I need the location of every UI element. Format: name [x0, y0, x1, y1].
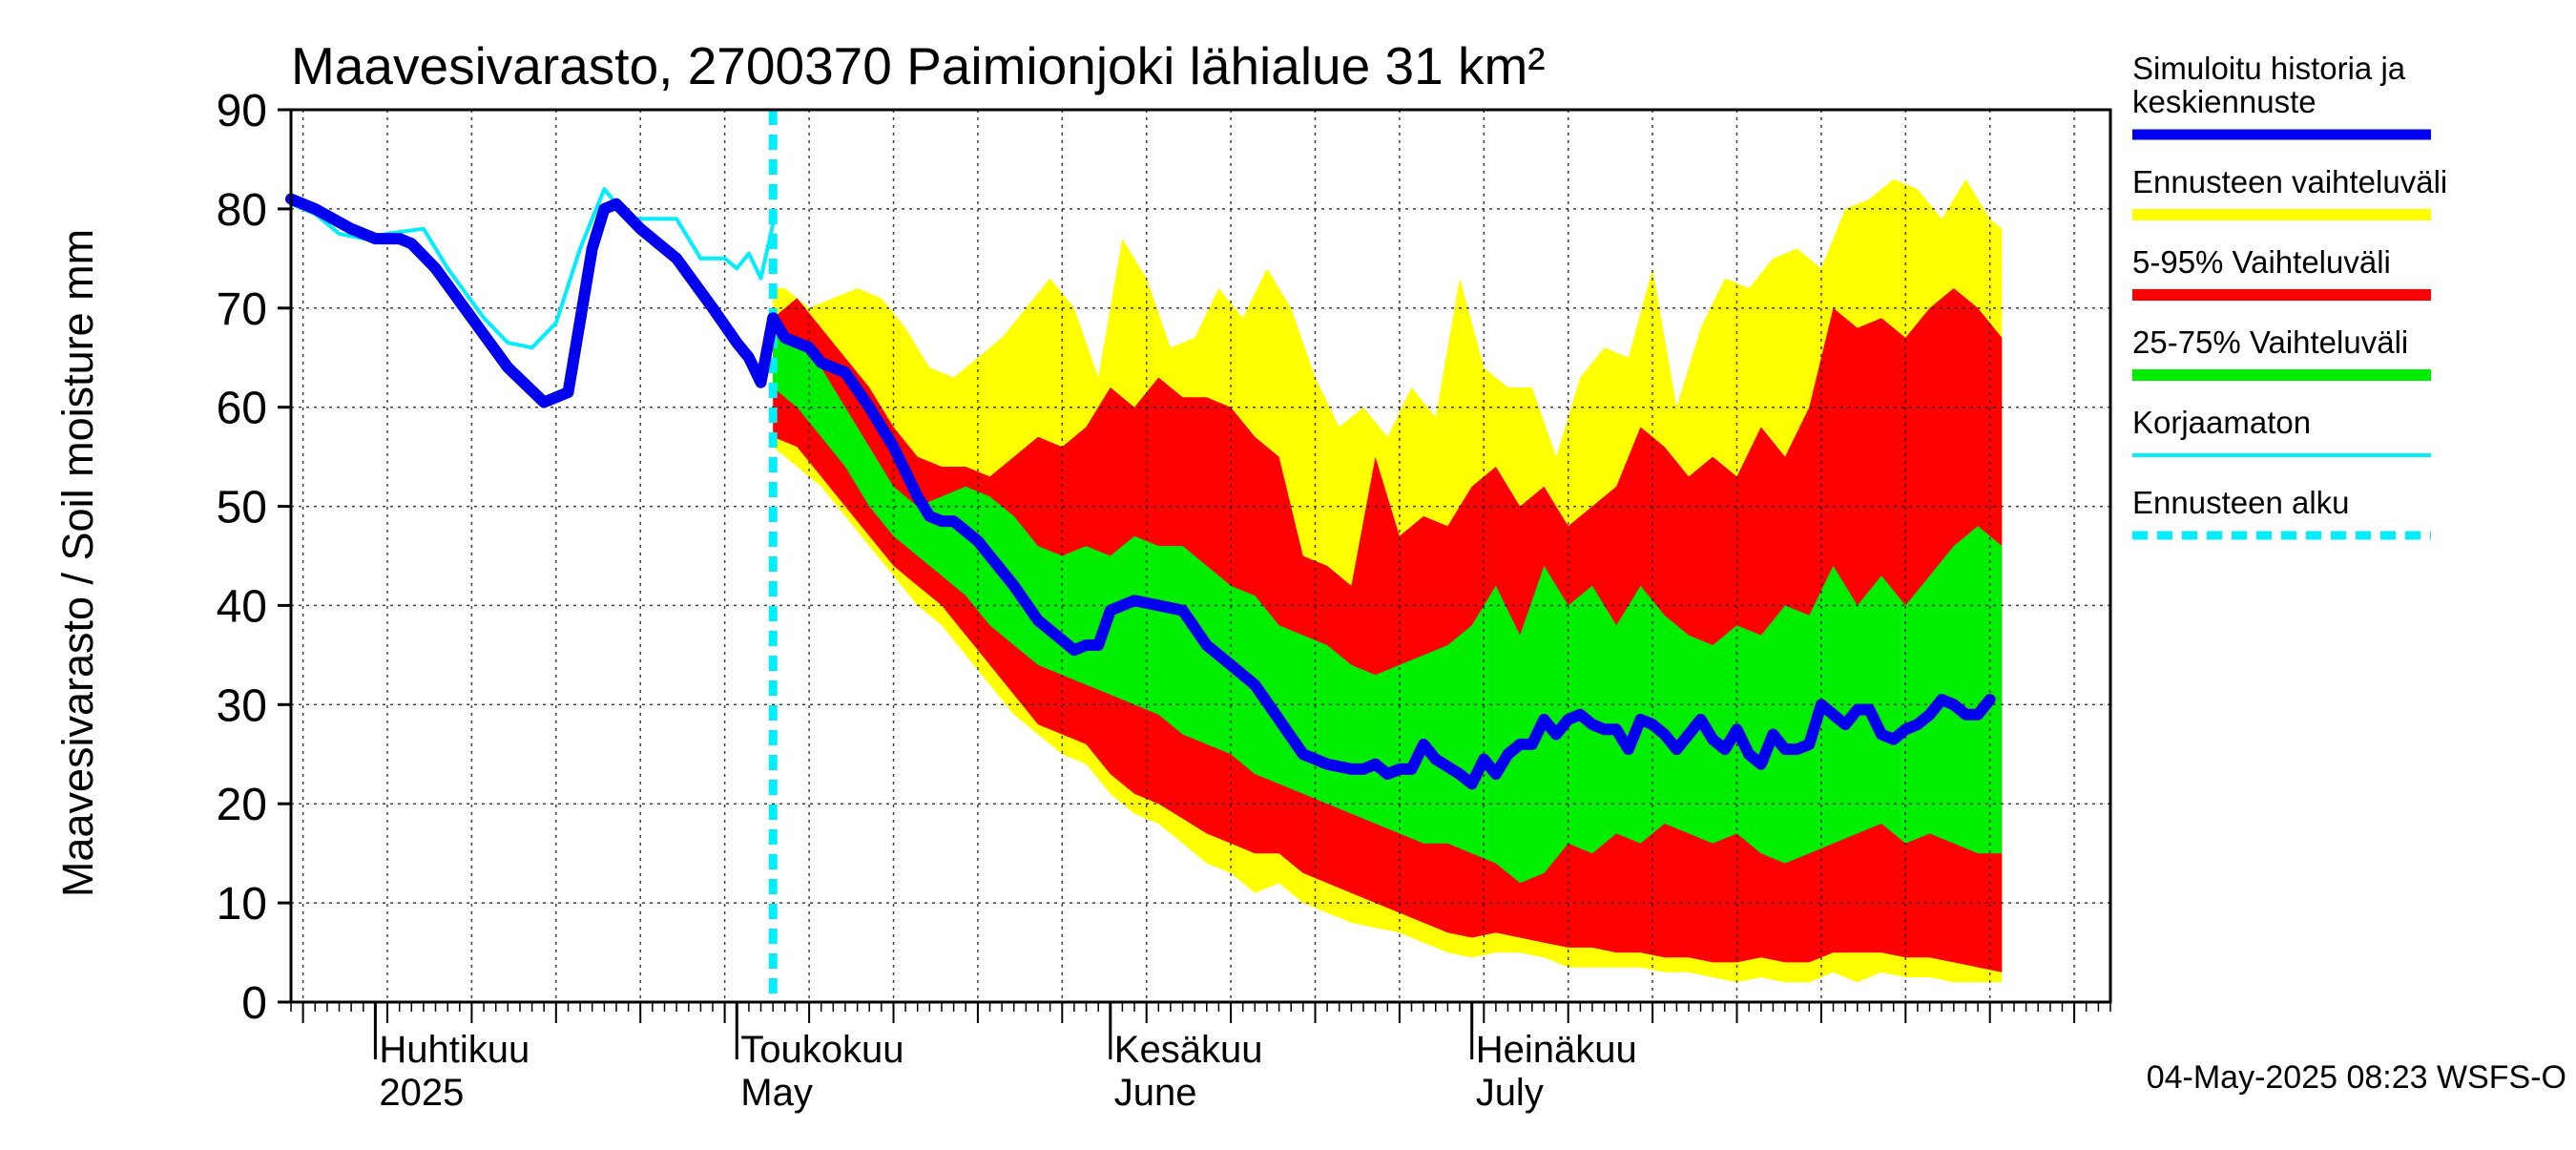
legend-label-1: Simuloitu historia ja [2132, 51, 2406, 86]
footer-timestamp: 04-May-2025 08:23 WSFS-O [2147, 1059, 2566, 1096]
y-tick-label: 20 [217, 780, 267, 830]
grid-layer [291, 110, 2110, 1002]
plot-frame [289, 108, 2112, 1004]
legend-label-6: Ennusteen alku [2132, 485, 2350, 520]
y-tick-label: 50 [217, 483, 267, 533]
legend-label-3: 5-95% Vaihteluväli [2132, 244, 2391, 280]
x-month-sublabel: July [1476, 1072, 1544, 1114]
y-tick-label: 70 [217, 284, 267, 335]
x-month-label: Heinäkuu [1476, 1029, 1637, 1071]
y-tick-label: 60 [217, 384, 267, 434]
y-axis-label: Maavesivarasto / Soil moisture mm [53, 229, 102, 897]
legend-label-2: Ennusteen vaihteluväli [2132, 164, 2447, 199]
series-1-line [285, 193, 1996, 790]
x-month-sublabel: May [740, 1072, 813, 1114]
legend-label-4: 25-75% Vaihteluväli [2132, 324, 2408, 360]
bands-layer [773, 178, 2003, 983]
legend-label-1: keskiennuste [2132, 84, 2316, 119]
y-tick-label: 10 [217, 879, 267, 930]
legend-label-5: Korjaamaton [2132, 405, 2311, 440]
y-tick-label: 30 [217, 680, 267, 731]
series-layer [285, 187, 1996, 790]
y-tick-label: 40 [217, 581, 267, 632]
x-month-label: Toukokuu [740, 1029, 904, 1071]
y-tick-label: 80 [217, 185, 267, 236]
x-month-label: Kesäkuu [1114, 1029, 1263, 1071]
chart-title: Maavesivarasto, 2700370 Paimionjoki lähi… [291, 36, 1546, 95]
band-3-area [773, 337, 2003, 884]
y-tick-label: 0 [241, 978, 267, 1029]
x-month-sublabel: June [1114, 1072, 1197, 1114]
y-tick-label: 90 [217, 86, 267, 136]
x-month-label: Huhtikuu [379, 1029, 530, 1071]
x-month-sublabel: 2025 [379, 1072, 464, 1114]
